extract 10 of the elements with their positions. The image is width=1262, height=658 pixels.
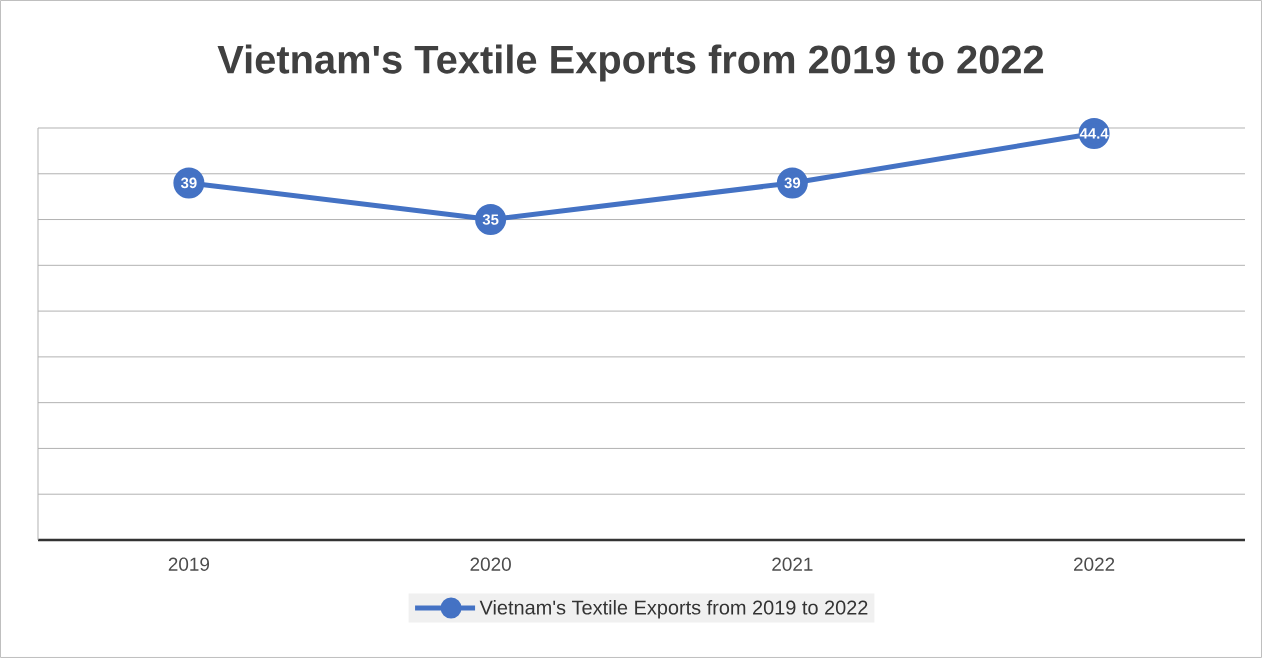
legend-label: Vietnam's Textile Exports from 2019 to 2022 <box>479 600 868 619</box>
data-label: 35 <box>482 214 499 225</box>
x-tick-label: 2022 <box>1074 557 1115 571</box>
x-tick-label: 2021 <box>772 557 813 571</box>
x-tick-label: 2019 <box>168 557 210 571</box>
data-label: 44.4 <box>1079 128 1109 139</box>
chart-title: Vietnam's Textile Exports from 2019 to 2022 <box>217 44 1044 82</box>
data-label: 39 <box>180 177 197 189</box>
x-tick-label: 2020 <box>470 557 511 571</box>
data-label: 39 <box>784 177 801 189</box>
